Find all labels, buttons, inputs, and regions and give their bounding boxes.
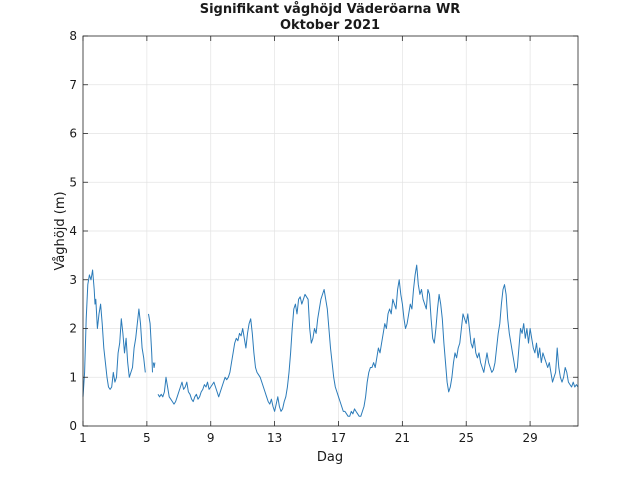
x-tick-label-5: 21 <box>395 431 410 445</box>
chart-title: Signifikant våghöjd Väderöarna WR <box>200 2 461 17</box>
y-tick-label-8: 8 <box>69 29 77 43</box>
y-tick-label-5: 5 <box>69 175 77 189</box>
x-tick-label-6: 25 <box>459 431 474 445</box>
series-line-0-segment-2 <box>152 362 156 368</box>
x-tick-label-2: 9 <box>207 431 215 445</box>
y-tick-label-2: 2 <box>69 322 77 336</box>
series-line-0-segment-3 <box>157 264 579 417</box>
series-layer <box>82 264 579 417</box>
x-tick-label-1: 5 <box>143 431 151 445</box>
x-ticks: 1 5 9 13 17 21 25 29 <box>79 36 538 445</box>
x-tick-label-7: 29 <box>522 431 537 445</box>
chart-subtitle: Oktober 2021 <box>280 18 380 33</box>
y-tick-label-4: 4 <box>69 224 77 238</box>
series-line-0-segment-0 <box>82 269 146 397</box>
x-tick-label-3: 13 <box>267 431 282 445</box>
y-tick-label-3: 3 <box>69 273 77 287</box>
x-tick-label-0: 1 <box>79 431 87 445</box>
y-tick-label-6: 6 <box>69 127 77 141</box>
series-line-0-segment-1 <box>148 313 153 373</box>
y-tick-label-1: 1 <box>69 370 77 384</box>
y-axis-label: Våghöjd (m) <box>53 191 68 270</box>
y-tick-label-0: 0 <box>69 419 77 433</box>
x-tick-label-4: 17 <box>331 431 346 445</box>
y-tick-label-7: 7 <box>69 78 77 92</box>
x-axis-label: Dag <box>317 450 343 465</box>
y-ticks: 0 1 2 3 4 5 6 7 8 <box>69 29 578 433</box>
